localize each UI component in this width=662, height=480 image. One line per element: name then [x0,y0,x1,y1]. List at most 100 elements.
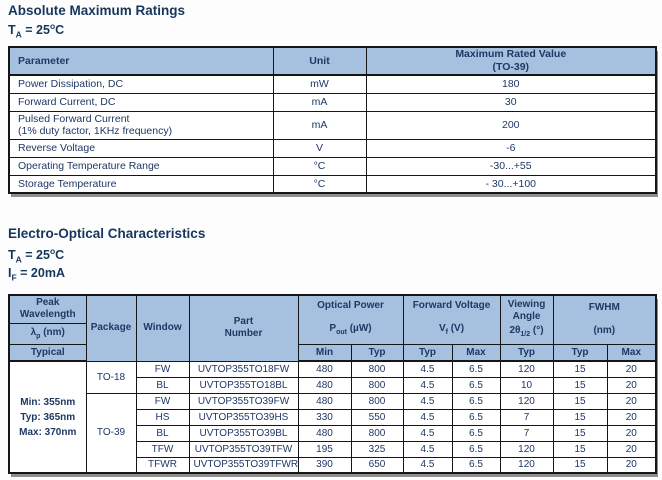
ta-value: = 25 [21,23,50,38]
data-cell: 800 [350,424,404,442]
parameter-cell: Pulsed Forward Current (1% duty factor, … [8,110,274,140]
subheader-max: Max [451,343,501,362]
if-subscript: F [11,272,17,283]
subheader-typ: Typ [552,343,608,362]
fwhm-unit: (nm) [593,325,616,337]
if-value: = 20mA [16,266,65,280]
parameter-cell: Storage Temperature [8,174,274,194]
table1-header-value-line1: Maximum Rated Value [455,48,567,60]
forward-voltage-symbol: Vf (V) [438,323,465,337]
package-cell: TO-18 [85,360,137,394]
ta-symbol: T [8,248,16,263]
data-cell: 800 [350,376,404,394]
data-cell: 20 [606,440,657,458]
table-row: Pulsed Forward Current (1% duty factor, … [8,110,657,140]
part-number-cell: UVTOP355TO39BL [188,424,299,442]
data-cell: 15 [552,408,608,426]
data-cell: 20 [606,408,657,426]
window-cell: TFWR [135,456,190,474]
section2-title: Electro-Optical Characteristics [8,226,206,241]
section2-current-condition: IF = 20mA [8,266,65,283]
data-cell: 15 [552,440,608,458]
data-cell: 650 [350,456,404,474]
data-cell: 4.5 [402,440,453,458]
header-peak-wavelength: Peak Wavelength [8,294,87,324]
data-cell: 120 [499,360,554,378]
data-cell: 15 [552,360,608,378]
data-cell: 20 [606,376,657,394]
subheader-min: Min [297,343,352,362]
header-fwhm: FWHM (nm) [552,294,657,345]
data-cell: 6.5 [451,376,501,394]
part-number-cell: UVTOP355TO18FW [188,360,299,378]
data-cell: 6.5 [451,392,501,410]
value-cell: 200 [365,110,657,140]
degree-mark: o [49,21,56,31]
data-cell: 800 [350,392,404,410]
parameter-line1: Pulsed Forward Current [18,112,130,125]
data-cell: 15 [552,456,608,474]
header-part-number: Part Number [188,294,299,362]
table2-header-row2: λp (nm) [8,322,656,345]
unit-cell: mW [272,74,367,94]
subheader-typ: Typ [499,343,554,362]
unit-cell: V [272,138,367,158]
window-cell: FW [135,392,190,410]
header-window: Window [135,294,190,362]
viewing-angle-line2: Angle [512,310,541,322]
data-cell: 550 [350,408,404,426]
part-number-cell: UVTOP355TO39TFW [188,440,299,458]
unit-cell: mA [272,110,367,140]
viewing-angle-symbol: 2θ1/2 (°) [509,324,544,338]
if-symbol: I [8,266,12,280]
data-cell: 6.5 [451,424,501,442]
table-row: Operating Temperature Range °C -30...+55 [8,156,657,176]
data-cell: 480 [297,376,352,394]
viewing-angle-line1: Viewing [507,298,546,310]
value-cell: 180 [365,74,657,94]
subheader-typ: Typ [350,343,404,362]
data-cell: 480 [297,424,352,442]
absolute-maximum-ratings-table: Parameter Unit Maximum Rated Value (TO-3… [8,46,657,194]
window-cell: BL [135,376,190,394]
part-number-cell: UVTOP355TO18BL [188,376,299,394]
parameter-cell: Operating Temperature Range [8,156,274,176]
data-cell: 120 [499,456,554,474]
data-cell: 15 [552,376,608,394]
header-lambda-p: λp (nm) [8,322,87,345]
table-row: Reverse Voltage V -6 [8,138,657,158]
ta-value: = 25 [21,248,50,263]
data-cell: 330 [297,408,352,426]
part-line2: Number [224,328,263,340]
subheader-typ: Typ [402,343,453,362]
data-cell: 4.5 [402,392,453,410]
data-cell: 390 [297,456,352,474]
data-cell: 4.5 [402,456,453,474]
header-viewing-angle: Viewing Angle 2θ1/2 (°) [499,294,554,345]
data-cell: 4.5 [402,360,453,378]
parameter-line2: (1% duty factor, 1KHz frequency) [18,125,173,137]
data-cell: 195 [297,440,352,458]
ta-subscript: A [15,254,22,265]
data-cell: 800 [350,360,404,378]
data-cell: 6.5 [451,360,501,378]
table1-header-parameter: Parameter [8,46,274,76]
unit-cell: °C [272,156,367,176]
value-cell: -30...+55 [365,156,657,176]
value-cell: 30 [365,92,657,112]
peak-line2: Wavelength [19,309,76,321]
section1-title: Absolute Maximum Ratings [8,3,186,18]
part-number-cell: UVTOP355TO39TFWR [188,456,299,474]
part-line1: Part [233,316,254,328]
window-cell: HS [135,408,190,426]
data-cell: 6.5 [451,408,501,426]
optical-power-label: Optical Power [317,300,384,312]
data-cell: 6.5 [451,456,501,474]
data-cell: 7 [499,424,554,442]
data-cell: 7 [499,408,554,426]
parameter-cell: Power Dissipation, DC [8,74,274,94]
table-row: TO-39 FW UVTOP355TO39FW 480 800 4.5 6.5 … [9,392,657,474]
fwhm-label: FWHM [588,302,620,314]
ta-unit: C [55,23,65,38]
data-cell: 4.5 [402,376,453,394]
